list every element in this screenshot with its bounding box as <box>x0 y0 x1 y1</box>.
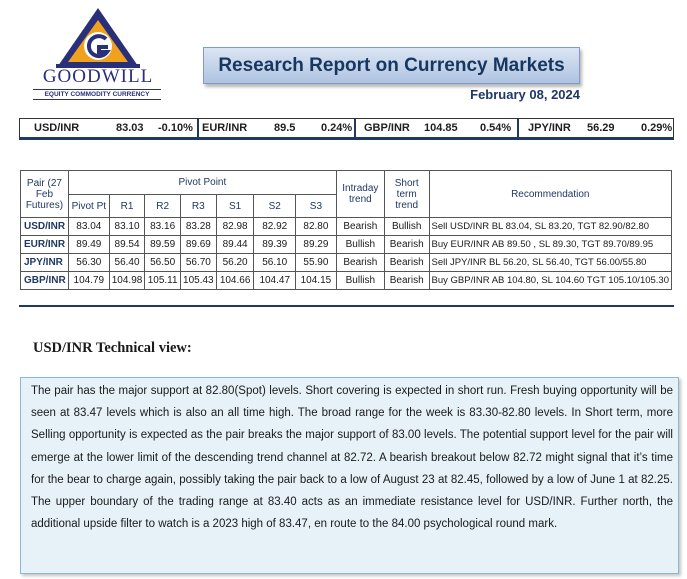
cell-short-term: Bullish <box>383 217 430 236</box>
cell-r1: 83.10 <box>108 217 146 236</box>
cell-r1: 104.98 <box>108 271 146 290</box>
cell-s1: 89.44 <box>215 235 255 254</box>
rate-value-usdinr: 83.03 <box>116 122 144 134</box>
technical-view-title: USD/INR Technical view: <box>33 340 192 356</box>
header-pair: Pair (27 Feb Futures) <box>20 170 69 218</box>
cell-pivot: 89.49 <box>67 235 110 254</box>
cell-intraday: Bearish <box>335 253 385 272</box>
cell-intraday: Bullish <box>335 235 385 254</box>
cell-s2: 89.39 <box>253 235 296 254</box>
cell-r2: 89.59 <box>144 235 181 254</box>
cell-recommendation: Buy GBP/INR AB 104.80, SL 104.60 TGT 105… <box>428 271 673 290</box>
rate-value-eurinr: 89.5 <box>274 122 296 134</box>
rate-value-jpyinr: 56.29 <box>587 122 615 134</box>
cell-r3: 56.70 <box>179 253 217 272</box>
pivot-table: Pair (27 Feb Futures) Pivot Point Intrad… <box>20 170 673 290</box>
cell-s1: 82.98 <box>215 217 255 236</box>
cell-recommendation: Buy EUR/INR AB 89.50 , SL 89.30, TGT 89.… <box>428 235 673 254</box>
rate-pair-eurinr: EUR/INR <box>202 122 248 134</box>
rate-divider <box>197 119 199 137</box>
rates-underline <box>19 137 674 140</box>
table-row: GBP/INR 104.79 104.98 105.11 105.43 104.… <box>20 271 673 290</box>
cell-r3: 83.28 <box>179 217 217 236</box>
report-title: Research Report on Currency Markets <box>218 55 565 76</box>
header-pivot-pt: Pivot Pt <box>67 194 110 218</box>
brand-tagline: EQUITY COMMODITY CURRENCY <box>33 89 161 100</box>
cell-short-term: Bearish <box>383 271 430 290</box>
rate-divider <box>517 119 519 137</box>
cell-r2: 105.11 <box>144 271 181 290</box>
cell-short-term: Bearish <box>383 235 430 254</box>
cell-pair: GBP/INR <box>20 271 69 290</box>
header-intraday-trend: Intraday trend <box>335 170 385 218</box>
header-s2: S2 <box>253 194 296 218</box>
cell-pivot: 104.79 <box>67 271 110 290</box>
cell-s3: 104.15 <box>294 271 337 290</box>
cell-pivot: 83.04 <box>67 217 110 236</box>
cell-s3: 82.80 <box>294 217 337 236</box>
technical-view-box: The pair has the major support at 82.80(… <box>20 377 679 574</box>
cell-pair: USD/INR <box>20 217 69 236</box>
cell-s3: 55.90 <box>294 253 337 272</box>
cell-r2: 56.50 <box>144 253 181 272</box>
cell-short-term: Bearish <box>383 253 430 272</box>
rate-pair-usdinr: USD/INR <box>34 122 80 134</box>
table-row: EUR/INR 89.49 89.54 89.59 89.69 89.44 89… <box>20 235 673 254</box>
rate-pair-jpyinr: JPY/INR <box>528 122 571 134</box>
table-row: USD/INR 83.04 83.10 83.16 83.28 82.98 82… <box>20 217 673 236</box>
cell-s1: 56.20 <box>215 253 255 272</box>
cell-s2: 82.92 <box>253 217 296 236</box>
report-title-box: Research Report on Currency Markets <box>203 47 580 84</box>
brand-name: GOODWILL <box>42 66 154 87</box>
rate-change-gbpinr: 0.54% <box>480 122 512 134</box>
rate-pair-gbpinr: GBP/INR <box>364 122 410 134</box>
cell-recommendation: Sell JPY/INR BL 56.20, SL 56.40, TGT 56.… <box>428 253 673 272</box>
rate-change-usdinr: -0.10% <box>158 122 193 134</box>
header-r2: R2 <box>144 194 181 218</box>
cell-intraday: Bullish <box>335 271 385 290</box>
cell-pair: JPY/INR <box>20 253 69 272</box>
technical-view-body: The pair has the major support at 82.80(… <box>31 385 673 531</box>
header-r3: R3 <box>179 194 217 218</box>
header-s3: S3 <box>294 194 337 218</box>
cell-s1: 104.66 <box>215 271 255 290</box>
rate-value-gbpinr: 104.85 <box>424 122 458 134</box>
cell-s2: 104.47 <box>253 271 296 290</box>
goodwill-logo-icon <box>40 6 156 100</box>
cell-r3: 89.69 <box>179 235 217 254</box>
cell-intraday: Bearish <box>335 217 385 236</box>
cell-r3: 105.43 <box>179 271 217 290</box>
table-row: JPY/INR 56.30 56.40 56.50 56.70 56.20 56… <box>20 253 673 272</box>
header-r1: R1 <box>108 194 146 218</box>
header-s1: S1 <box>215 194 255 218</box>
table-underline <box>19 305 674 307</box>
rates-strip: USD/INR 83.03 -0.10% EUR/INR 89.5 0.24% … <box>19 118 674 138</box>
cell-s3: 89.29 <box>294 235 337 254</box>
header-pivot-group: Pivot Point <box>67 170 337 195</box>
cell-r1: 56.40 <box>108 253 146 272</box>
cell-pair: EUR/INR <box>20 235 69 254</box>
header-short-term-trend: Short term trend <box>383 170 430 218</box>
cell-pivot: 56.30 <box>67 253 110 272</box>
rate-change-jpyinr: 0.29% <box>641 122 673 134</box>
cell-r1: 89.54 <box>108 235 146 254</box>
rate-divider <box>354 119 356 137</box>
report-date: February 08, 2024 <box>470 87 580 102</box>
header-recommendation: Recommendation <box>428 170 673 218</box>
cell-r2: 83.16 <box>144 217 181 236</box>
cell-recommendation: Sell USD/INR BL 83.04, SL 83.20, TGT 82.… <box>428 217 673 236</box>
cell-s2: 56.10 <box>253 253 296 272</box>
rate-change-eurinr: 0.24% <box>321 122 353 134</box>
